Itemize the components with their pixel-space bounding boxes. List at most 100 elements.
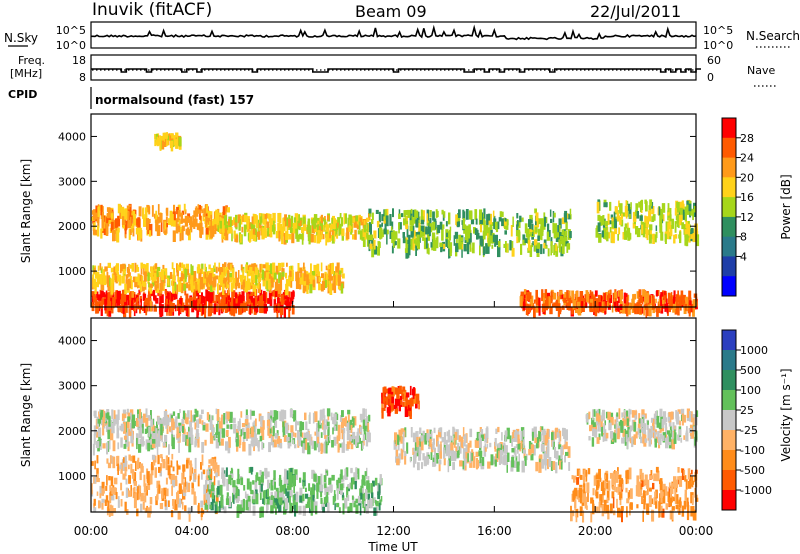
- heatmap-cell: [139, 438, 142, 447]
- heatmap-cell: [631, 298, 634, 309]
- heatmap-cell: [479, 440, 482, 448]
- heatmap-cell: [516, 236, 519, 244]
- heatmap-cell: [247, 298, 252, 304]
- heatmap-cell: [398, 429, 401, 436]
- heatmap-cell: [290, 228, 294, 233]
- heatmap-cell: [177, 465, 181, 470]
- heatmap-cell: [199, 222, 203, 230]
- heatmap-cell: [331, 440, 334, 448]
- heatmap-cell: [576, 301, 580, 308]
- heatmap-cell: [405, 216, 408, 223]
- heatmap-cell: [213, 476, 216, 486]
- heatmap-cell: [426, 456, 429, 465]
- heatmap-cell: [659, 511, 662, 518]
- heatmap-cell: [228, 272, 233, 280]
- heatmap-cell: [291, 231, 295, 244]
- heatmap-cell: [139, 281, 141, 288]
- heatmap-cell: [187, 269, 190, 276]
- heatmap-cell: [215, 294, 218, 302]
- heatmap-cell: [277, 283, 282, 294]
- heatmap-cell: [290, 281, 293, 288]
- heatmap-cell: [127, 416, 131, 422]
- heatmap-cell: [303, 432, 307, 441]
- heatmap-cell: [250, 489, 254, 495]
- heatmap-cell: [238, 439, 241, 449]
- heatmap-cell: [468, 233, 472, 243]
- heatmap-cell: [206, 297, 209, 302]
- heatmap-cell: [492, 210, 495, 218]
- heatmap-cell: [469, 460, 473, 468]
- heatmap-cell: [127, 220, 132, 229]
- heatmap-cell: [156, 494, 159, 501]
- heatmap-cell: [99, 205, 102, 211]
- heatmap-cell: [370, 219, 374, 224]
- heatmap-cell: [162, 264, 165, 269]
- heatmap-cell: [213, 458, 216, 471]
- heatmap-cell: [476, 431, 480, 441]
- heatmap-cell: [131, 419, 135, 429]
- heatmap-cell: [93, 498, 96, 506]
- heatmap-cell: [214, 434, 216, 440]
- heatmap-cell: [123, 409, 126, 419]
- heatmap-cell: [208, 459, 211, 464]
- heatmap-cell: [266, 488, 270, 498]
- heatmap-cell: [647, 420, 649, 425]
- heatmap-cell: [165, 440, 167, 448]
- heatmap-cell: [583, 483, 586, 494]
- heatmap-cell: [199, 303, 202, 312]
- heatmap-cell: [204, 484, 208, 490]
- heatmap-cell: [214, 465, 217, 474]
- heatmap-cell: [569, 297, 573, 304]
- heatmap-cell: [438, 427, 442, 433]
- heatmap-cell: [576, 468, 581, 476]
- heatmap-cell: [215, 472, 218, 478]
- heatmap-cell: [350, 482, 354, 490]
- heatmap-cell: [239, 219, 241, 228]
- heatmap-cell: [106, 217, 109, 225]
- heatmap-cell: [597, 423, 600, 432]
- heatmap-cell: [321, 273, 325, 279]
- heatmap-cell: [197, 209, 201, 214]
- heatmap-cell: [494, 234, 498, 245]
- heatmap-cell: [340, 267, 344, 274]
- heatmap-cell: [659, 433, 662, 439]
- heatmap-cell: [576, 295, 578, 301]
- heatmap-cell: [194, 457, 197, 469]
- heatmap-cell: [366, 480, 369, 490]
- heatmap-cell: [294, 504, 297, 517]
- heatmap-cell: [487, 237, 491, 247]
- heatmap-cell: [171, 133, 174, 139]
- heatmap-cell: [594, 290, 598, 297]
- heatmap-cell: [259, 435, 263, 442]
- heatmap-cell: [510, 225, 513, 237]
- heatmap-cell: [660, 493, 663, 503]
- heatmap-cell: [661, 508, 665, 518]
- heatmap-cell: [219, 267, 223, 277]
- heatmap-cell: [203, 494, 206, 501]
- heatmap-cell: [416, 437, 419, 447]
- heatmap-cell: [344, 498, 348, 509]
- heatmap-cell: [630, 502, 633, 510]
- heatmap-cell: [165, 221, 168, 234]
- heatmap-cell: [164, 434, 168, 442]
- heatmap-cell: [629, 437, 632, 444]
- heatmap-cell: [248, 467, 251, 474]
- heatmap-cell: [355, 436, 358, 447]
- heatmap-cell: [553, 212, 556, 218]
- heatmap-cell: [228, 436, 231, 448]
- heatmap-cell: [91, 291, 94, 297]
- heatmap-cell: [578, 469, 581, 479]
- heatmap-cell: [560, 237, 564, 245]
- heatmap-cell: [543, 212, 546, 221]
- heatmap-cell: [109, 227, 112, 233]
- heatmap-cell: [670, 292, 673, 300]
- heatmap-cell: [528, 449, 532, 456]
- heatmap-cell: [143, 263, 146, 269]
- heatmap-cell: [377, 491, 380, 500]
- heatmap-cell: [101, 498, 105, 503]
- heatmap-cell: [320, 214, 323, 224]
- heatmap-cell: [324, 216, 326, 221]
- heatmap-cell: [133, 486, 136, 493]
- heatmap-cell: [535, 212, 539, 222]
- heatmap-cell: [152, 439, 156, 444]
